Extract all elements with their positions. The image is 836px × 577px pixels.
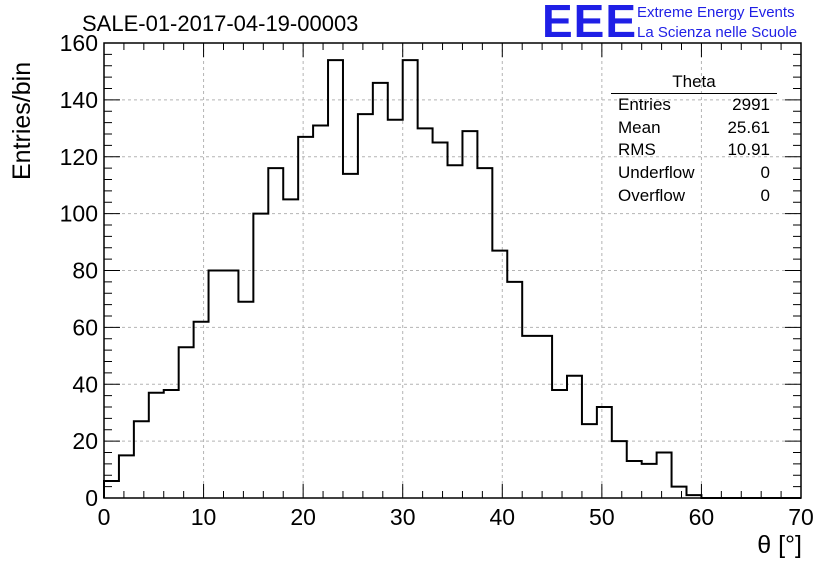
- stats-label: Entries: [618, 95, 671, 114]
- plot-frame: [103, 42, 802, 499]
- axis-ticks: [103, 42, 802, 499]
- histogram-bin: [253, 214, 268, 498]
- histogram-bin: [373, 83, 388, 498]
- y-tick-label: 100: [60, 201, 98, 227]
- histogram-bin: [119, 455, 134, 498]
- x-tick-label: 20: [290, 504, 316, 530]
- histogram-bin: [672, 487, 687, 498]
- histogram-bin: [418, 128, 433, 498]
- histogram-bin: [149, 393, 164, 498]
- y-tick-label: 0: [85, 485, 98, 511]
- histogram-bin: [462, 131, 477, 498]
- stats-label: Underflow: [618, 163, 695, 183]
- y-tick-label: 80: [72, 258, 98, 284]
- histogram-bin: [238, 302, 253, 498]
- histogram-bin: [298, 137, 313, 498]
- histogram-bin: [403, 60, 418, 498]
- x-tick-label: 40: [489, 504, 515, 530]
- histogram-bin: [657, 453, 672, 499]
- histogram-bin: [343, 174, 358, 498]
- histogram-bin: [223, 271, 238, 499]
- x-tick-label: 30: [390, 504, 416, 530]
- stats-value: 25.61: [727, 117, 770, 137]
- stats-title: Theta: [611, 72, 777, 94]
- histogram-bin: [477, 168, 492, 498]
- logo-line-1: Extreme Energy Events: [637, 4, 795, 21]
- histogram-bin: [642, 464, 657, 498]
- histogram-bin: [627, 461, 642, 498]
- logo-line-2: La Scienza nelle Scuole: [637, 24, 798, 41]
- y-tick-label: 20: [72, 428, 98, 454]
- y-axis-label: Entries/bin: [8, 61, 36, 180]
- histogram-bin: [582, 424, 597, 498]
- histogram-bin: [522, 336, 537, 498]
- histogram-outline: [103, 59, 801, 499]
- histogram-bin: [104, 481, 119, 498]
- stats-row-rms: RMS 10.91: [611, 139, 777, 162]
- histogram-bin: [612, 441, 627, 498]
- histogram-bin: [358, 114, 373, 498]
- tick-labels: 0 10 20 30 40 50 60 70 0 20 40 60 80 100 120 140 160: [60, 30, 814, 530]
- histogram-bin: [388, 120, 403, 498]
- histogram-bin: [507, 282, 522, 498]
- histogram-bin: [597, 407, 612, 498]
- stats-value: 2991: [732, 95, 770, 114]
- histogram-bin: [492, 251, 507, 498]
- x-tick-label: 0: [98, 504, 111, 530]
- histogram-bin: [164, 390, 179, 498]
- y-tick-label: 60: [72, 314, 98, 340]
- chart-title: SALE-01-2017-04-19-00003: [82, 11, 359, 36]
- histogram-bin: [194, 322, 209, 498]
- stats-box: Theta Entries 2991 Mean 25.61 RMS 10.91 …: [611, 72, 777, 207]
- histogram-bin: [134, 421, 149, 498]
- stats-value: 0: [760, 163, 770, 183]
- histogram-bin: [433, 143, 448, 498]
- stats-value: 0: [760, 185, 770, 205]
- stats-label: Overflow: [618, 185, 686, 205]
- stats-row-underflow: Underflow 0: [611, 162, 777, 185]
- stats-label: RMS: [618, 140, 656, 160]
- x-tick-label: 60: [689, 504, 715, 530]
- histogram-bin: [209, 271, 224, 499]
- y-tick-label: 160: [60, 30, 98, 56]
- stats-row-mean: Mean 25.61: [611, 117, 777, 140]
- x-tick-label: 10: [191, 504, 217, 530]
- histogram-bin: [448, 165, 463, 498]
- x-axis-label: θ [°]: [757, 531, 802, 559]
- x-tick-label: 70: [788, 504, 814, 530]
- eee-logo: EEE: [542, 0, 638, 47]
- stats-row-overflow: Overflow 0: [611, 185, 777, 208]
- y-tick-label: 120: [60, 144, 98, 170]
- histogram-bin: [328, 60, 343, 498]
- stats-row-entries: Entries 2991: [611, 94, 777, 117]
- stats-label: Mean: [618, 117, 661, 137]
- stats-value: 10.91: [727, 140, 770, 160]
- y-tick-label: 140: [60, 87, 98, 113]
- x-tick-label: 50: [589, 504, 615, 530]
- histogram-bin: [313, 125, 328, 498]
- histogram-bin: [552, 390, 567, 498]
- histogram-bin: [268, 168, 283, 498]
- histogram-bin: [537, 336, 552, 498]
- histogram-bin: [567, 376, 582, 498]
- histogram-bin: [283, 199, 298, 498]
- histogram-bin: [179, 347, 194, 498]
- y-tick-label: 40: [72, 371, 98, 397]
